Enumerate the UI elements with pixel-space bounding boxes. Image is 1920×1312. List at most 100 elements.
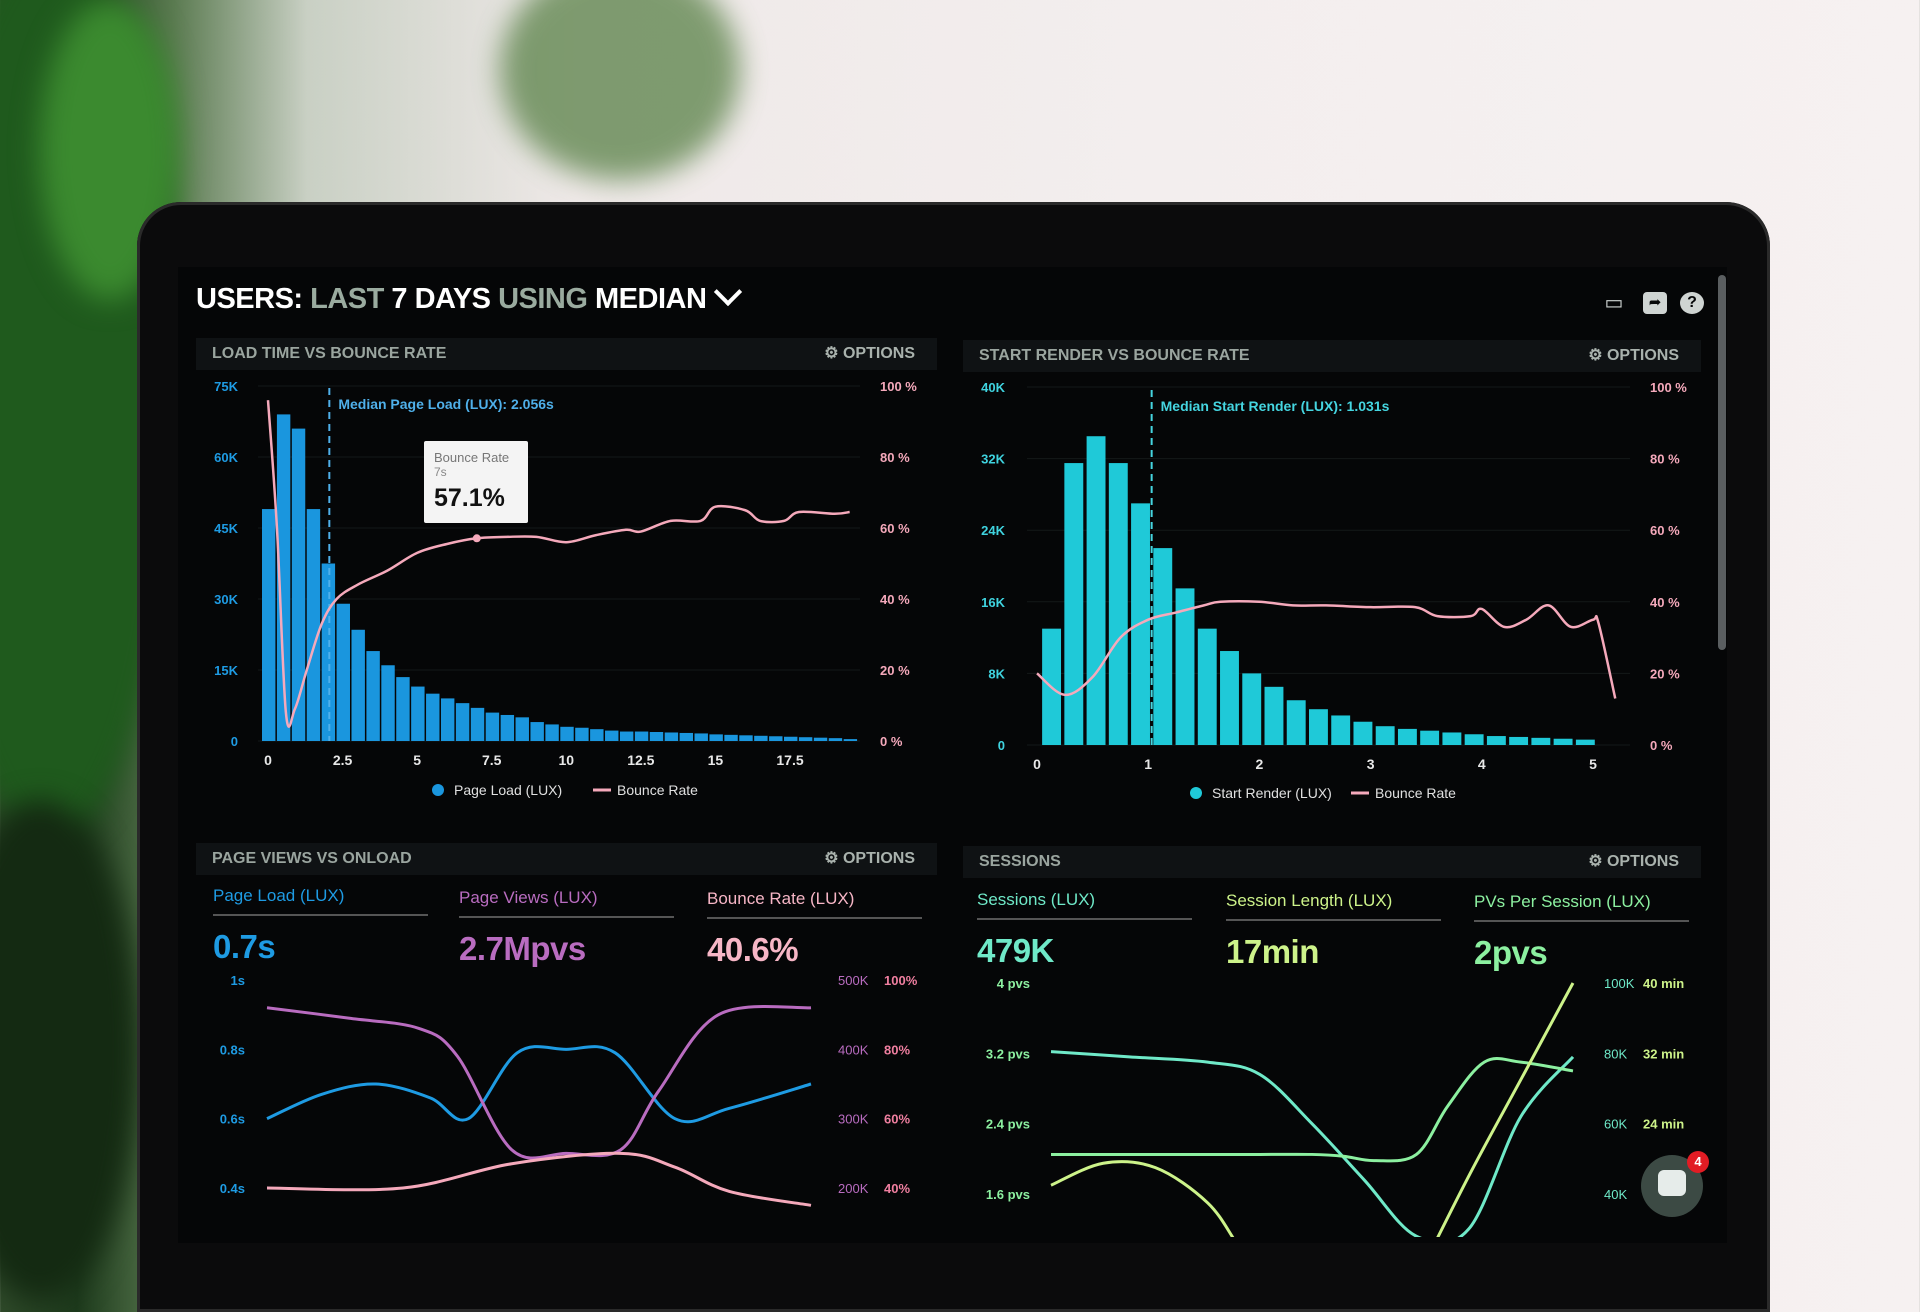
histogram-bar <box>843 739 858 741</box>
options-button[interactable]: ⚙ OPTIONS <box>1588 853 1679 870</box>
gear-icon: ⚙ <box>824 345 839 362</box>
y2-tick-label: 100 % <box>1650 380 1687 395</box>
y-tick-label: 75K <box>214 379 238 394</box>
histogram-bar <box>545 724 559 741</box>
y2-tick-label: 60K <box>1604 1117 1627 1132</box>
x-tick-label: 0 <box>1033 756 1041 772</box>
gear-icon: ⚙ <box>1588 853 1603 870</box>
chat-button[interactable]: 4 <box>1641 1151 1709 1217</box>
y-tick-label: 15K <box>214 663 238 678</box>
x-tick-label: 12.5 <box>627 752 654 768</box>
histogram-bar <box>1153 548 1173 745</box>
share-icon[interactable]: ➦ <box>1643 292 1667 314</box>
y2-tick-label: 60 % <box>880 521 910 536</box>
histogram-bar <box>1197 628 1217 745</box>
y2-tick-label: 80 % <box>880 450 910 465</box>
gear-icon: ⚙ <box>824 850 839 867</box>
panel-header-start-render: START RENDER VS BOUNCE RATE ⚙ OPTIONS <box>963 340 1701 372</box>
options-button[interactable]: ⚙ OPTIONS <box>1588 347 1679 364</box>
histogram-bar <box>530 722 544 741</box>
scrollbar[interactable] <box>1718 275 1726 650</box>
histogram-bar <box>769 736 783 741</box>
options-button[interactable]: ⚙ OPTIONS <box>824 850 915 867</box>
panel-header-sessions: SESSIONS ⚙ OPTIONS <box>963 846 1701 878</box>
x-tick-label: 3 <box>1367 756 1375 772</box>
histogram-bar <box>426 693 440 741</box>
x-tick-label: 4 <box>1478 756 1486 772</box>
histogram-bar <box>440 698 455 741</box>
y-tick-label: 2.4 pvs <box>986 1117 1030 1132</box>
title-aggregation[interactable]: MEDIAN <box>595 283 707 315</box>
x-tick-label: 0 <box>264 752 272 768</box>
histogram-bar <box>381 665 395 741</box>
metric-page-views: Page Views (LUX) 2.7Mpvs <box>459 888 674 968</box>
title-range[interactable]: 7 DAYS <box>391 283 491 315</box>
notification-badge: 4 <box>1687 1151 1709 1173</box>
tooltip: Bounce Rate 7s 57.1% <box>424 441 528 523</box>
y3-tick-label: 24 min <box>1643 1117 1684 1132</box>
histogram-bar <box>1553 738 1573 745</box>
series-line <box>266 1151 812 1207</box>
chart-3: 1.6 pvs 2.4 pvs 3.2 pvs 4 pvs 40K 60K 80K 100K 2… <box>986 976 1684 1237</box>
y-tick-label: 0.6s <box>220 1112 245 1127</box>
y-tick-label: 0 <box>998 738 1005 753</box>
y-tick-label: 16K <box>981 595 1005 610</box>
histogram-bar <box>1575 739 1595 745</box>
bounce-rate-line <box>1036 600 1617 699</box>
x-tick-label: 7.5 <box>482 752 502 768</box>
y-tick-label: 30K <box>214 592 238 607</box>
hover-point <box>472 534 481 543</box>
histogram-bar <box>500 714 515 741</box>
y-tick-label: 45K <box>214 521 238 536</box>
y2-tick-label: 400K <box>838 1042 869 1057</box>
y2-tick-label: 80 % <box>1650 452 1680 467</box>
histogram-bar <box>605 730 619 741</box>
y3-tick-label: 80% <box>884 1042 910 1057</box>
histogram-bar <box>649 732 664 741</box>
histogram-bar <box>1175 588 1195 745</box>
median-label: Median Page Load (LUX): 2.056s <box>338 396 554 412</box>
title-last: LAST <box>310 283 384 315</box>
histogram-bar <box>336 603 350 741</box>
histogram-bar <box>1353 721 1373 745</box>
series-line <box>1436 982 1575 1237</box>
series-line <box>1050 1160 1235 1237</box>
panel-title: START RENDER VS BOUNCE RATE <box>979 347 1250 364</box>
panel-title: LOAD TIME VS BOUNCE RATE <box>212 345 447 362</box>
title-users: USERS: <box>196 283 303 315</box>
y2-tick-label: 200K <box>838 1181 869 1196</box>
panel-header-load-time: LOAD TIME VS BOUNCE RATE ⚙ OPTIONS <box>196 338 937 370</box>
histogram-bar <box>1331 715 1351 745</box>
histogram-bar <box>351 629 365 741</box>
x-tick-label: 5 <box>1589 756 1597 772</box>
histogram-bar <box>455 703 470 741</box>
chart-2: 0.4s 0.6s 0.8s 1s 200K 300K 400K 500K 40% 60% 80% 1… <box>220 973 918 1207</box>
y-tick-label: 24K <box>981 523 1005 538</box>
histogram-bar <box>784 736 798 741</box>
legend-marker-bars <box>432 784 444 796</box>
histogram-bar <box>515 717 529 741</box>
histogram-bar <box>1264 686 1284 745</box>
histogram-bar <box>798 737 813 741</box>
y2-tick-label: 500K <box>838 973 869 988</box>
monitor-icon[interactable]: ▭ <box>1604 292 1624 314</box>
y-tick-label: 0 <box>231 734 238 749</box>
help-icon[interactable]: ? <box>1680 292 1704 314</box>
y-tick-label: 60K <box>214 450 238 465</box>
histogram-bar <box>813 737 828 741</box>
histogram-bar <box>1375 726 1395 745</box>
y2-tick-label: 0 % <box>1650 738 1673 753</box>
y3-tick-label: 40% <box>884 1181 910 1196</box>
histogram-bar <box>575 727 589 741</box>
options-button[interactable]: ⚙ OPTIONS <box>824 345 915 362</box>
y-tick-label: 4 pvs <box>997 976 1030 991</box>
histogram-bar <box>1397 728 1417 745</box>
y2-tick-label: 0 % <box>880 734 903 749</box>
histogram-bar <box>590 729 604 741</box>
series-line <box>266 1045 812 1124</box>
page-title[interactable]: USERS: LAST 7 DAYS USING MEDIAN <box>196 277 743 316</box>
panel-title: SESSIONS <box>979 853 1061 870</box>
y-tick-label: 0.8s <box>220 1042 245 1057</box>
histogram-bar <box>1486 736 1506 745</box>
